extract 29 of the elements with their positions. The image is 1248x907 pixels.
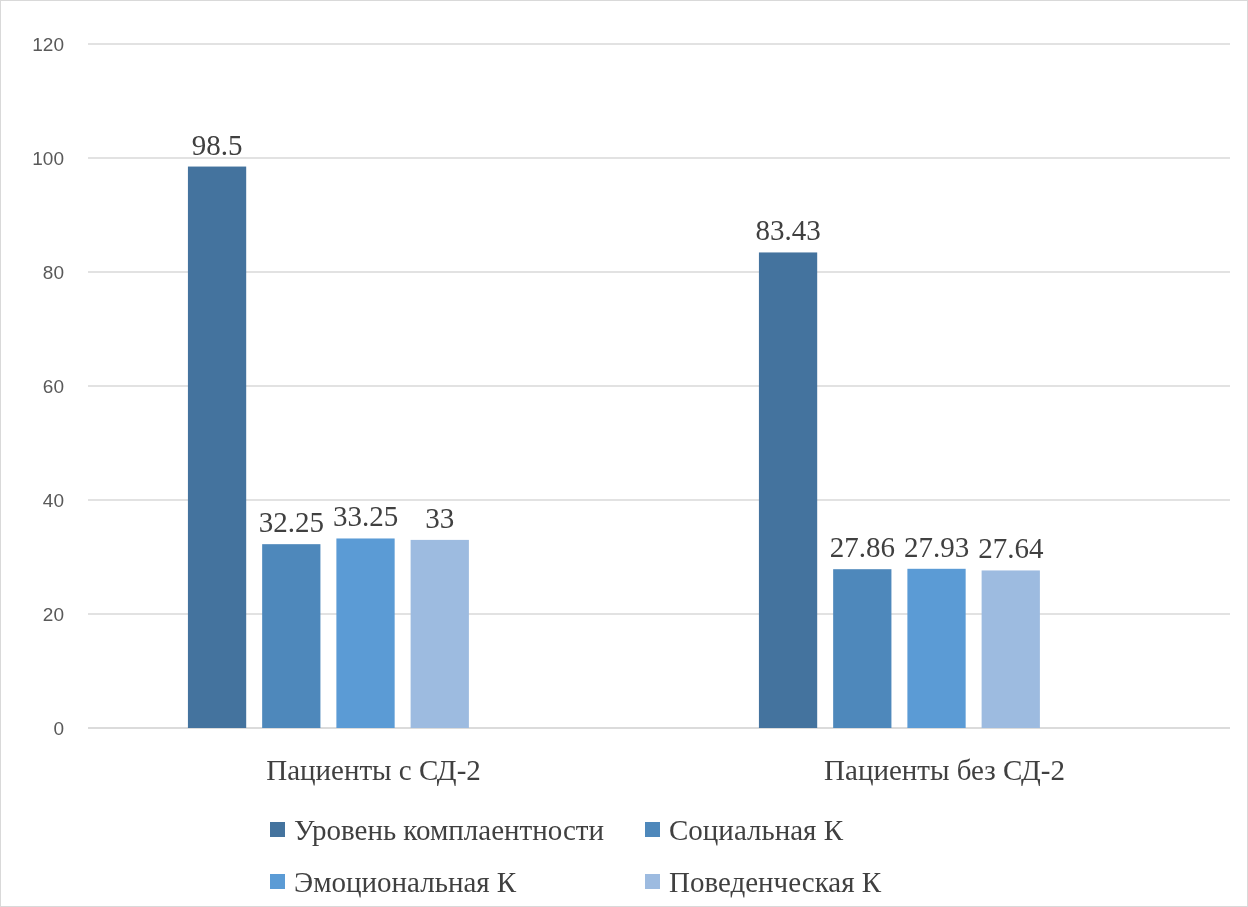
- y-tick-label: 0: [53, 717, 64, 739]
- data-label: 27.93: [903, 530, 970, 563]
- y-tick-label: 40: [42, 489, 64, 511]
- y-tick-label: 80: [42, 261, 64, 283]
- legend-label: Эмоциональная К: [294, 866, 517, 899]
- legend-label: Социальная К: [669, 814, 844, 847]
- legend-label: Уровень комплаентности: [294, 814, 605, 847]
- bar: [981, 570, 1040, 728]
- legend-label: Поведенческая К: [669, 866, 882, 899]
- data-label: 27.64: [978, 532, 1044, 565]
- bar: [833, 569, 892, 728]
- data-label: 83.43: [755, 214, 821, 247]
- bar: [907, 568, 966, 728]
- bar: [758, 252, 818, 728]
- data-label: 98.5: [191, 128, 243, 161]
- x-tick-label: Пациенты без СД-2: [824, 754, 1065, 786]
- bar: [262, 544, 321, 728]
- data-label: 32.25: [258, 506, 324, 539]
- bar: [187, 166, 247, 728]
- bar: [336, 538, 395, 728]
- data-label: 27.86: [829, 531, 895, 564]
- y-tick-label: 120: [32, 33, 64, 55]
- data-label: 33: [425, 501, 455, 534]
- y-tick-label: 100: [32, 147, 64, 169]
- y-tick-label: 60: [42, 375, 64, 397]
- x-tick-label: Пациенты с СД-2: [266, 754, 481, 786]
- bar: [410, 539, 469, 728]
- data-label: 33.25: [332, 500, 399, 533]
- y-tick-label: 20: [42, 603, 64, 625]
